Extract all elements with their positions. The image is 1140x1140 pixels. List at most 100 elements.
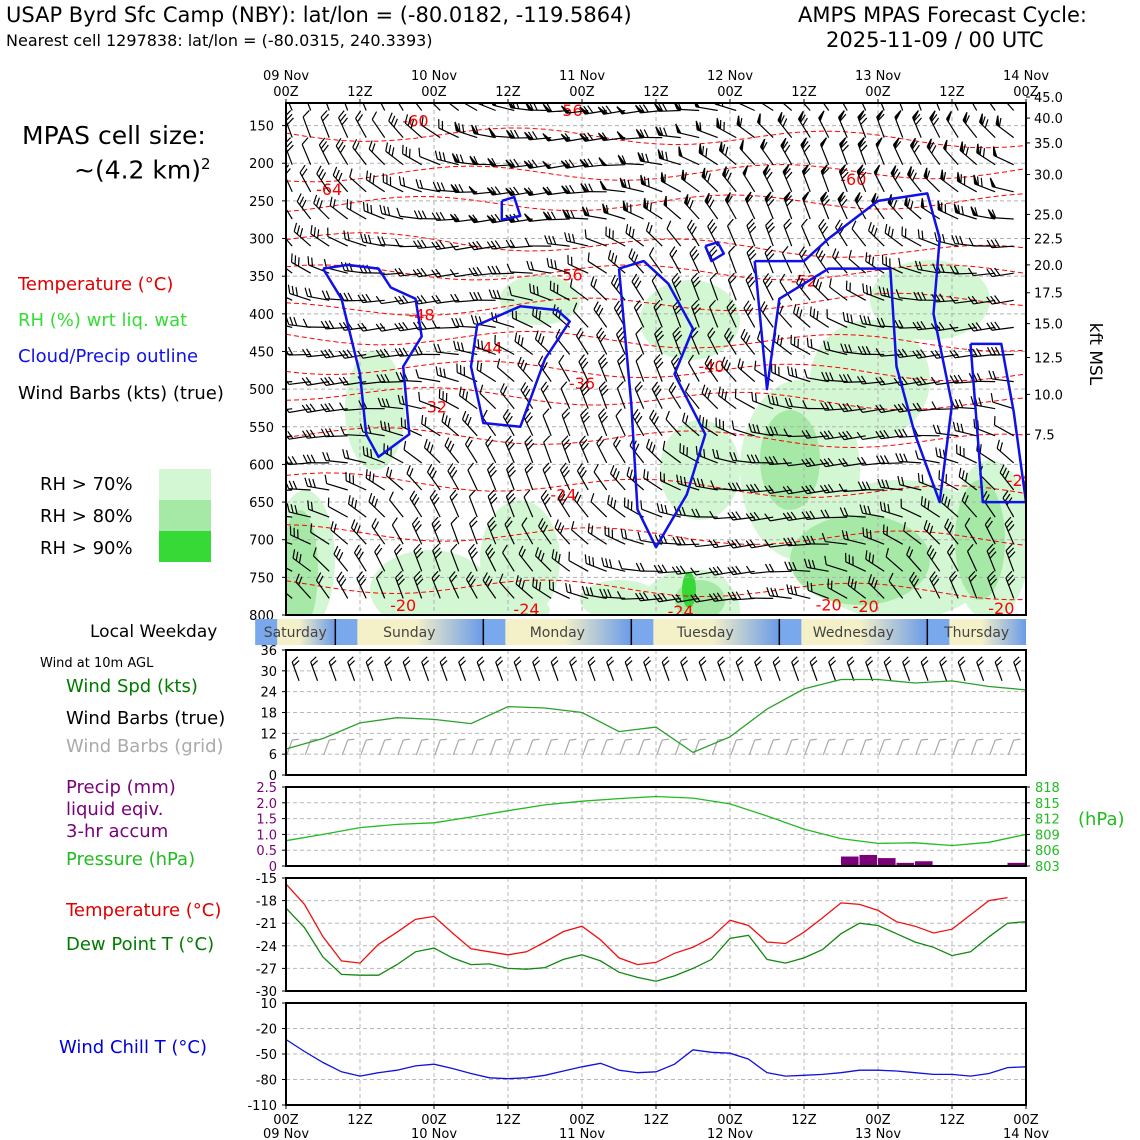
wind-barb: [321, 290, 348, 301]
wind-barb: [949, 570, 959, 599]
wind-barb: [482, 572, 497, 599]
wind-barb: [681, 412, 700, 437]
pressure-tick-label: 200: [249, 157, 274, 172]
wind-barb: [986, 321, 1014, 331]
wind-barb: [893, 403, 922, 413]
date-tick-label: 11 Nov: [559, 69, 605, 84]
legend-barbs: Wind Barbs (kts) (true): [18, 383, 224, 404]
wind-barb: [431, 516, 442, 545]
wind-barb: [616, 591, 644, 600]
wind-barb: [494, 334, 515, 356]
wind-barb: [469, 291, 496, 301]
pressure-tick-label: 806: [1035, 844, 1060, 859]
wind-barb: [958, 467, 978, 491]
wind-barb: [584, 229, 607, 247]
wind-barb: [999, 464, 1015, 491]
wind-barb: [569, 278, 589, 301]
wind-barb: [540, 381, 552, 409]
pressure-tick-label: 150: [249, 120, 274, 135]
wind-barb: [450, 543, 460, 572]
wind-barb: [829, 278, 848, 301]
wind-barb: [579, 381, 590, 409]
weekday-name: Sunday: [383, 625, 435, 641]
wind-barb: [379, 204, 404, 220]
wind-barb: [431, 320, 459, 329]
wind-barb-grid: [730, 738, 743, 756]
wind-barb: [421, 414, 441, 437]
wind-barb-grid: [952, 738, 965, 756]
wind-barb: [857, 110, 868, 138]
wind-barb: [653, 354, 664, 382]
y-tick-label: 10: [260, 997, 277, 1012]
wind-barb-true: [902, 656, 911, 681]
temperature-line: [285, 883, 1008, 966]
wind-barb: [781, 245, 793, 274]
wind-barb: [867, 221, 885, 247]
wind-barb: [988, 370, 1014, 383]
wind-barb: [286, 408, 293, 413]
wind-barb: [394, 321, 422, 332]
cross-section-content: -60-56-64-60-56-52-48-44-40-36-32-24-28-…: [286, 103, 1026, 621]
wind-barb: [671, 272, 682, 301]
wind-barb: [391, 517, 404, 545]
wind-barb: [903, 521, 922, 545]
wind-barb: [521, 517, 534, 545]
wind-barb: [901, 226, 922, 247]
weekday-segment: [631, 619, 780, 645]
wind-barb: [346, 199, 367, 220]
wind-barb: [487, 489, 498, 518]
wind-barb: [362, 446, 385, 464]
wind-barb: [454, 121, 478, 139]
wind-barb: [914, 450, 940, 464]
wind-barb: [616, 381, 626, 409]
height-tick-label: 12.5: [1034, 351, 1063, 366]
wind-barb: [362, 201, 385, 220]
pressure-tick-label: 815: [1035, 797, 1060, 812]
wind-barb: [987, 208, 1014, 220]
wind-barb: [801, 429, 829, 439]
wind-barb: [565, 582, 589, 599]
wind-barb: [340, 426, 367, 437]
wind-barb: [744, 191, 756, 220]
label-wind-barbs-grid: Wind Barbs (grid): [66, 736, 224, 757]
wind-barb: [920, 496, 941, 518]
wind-barb: [949, 323, 977, 332]
wind-barb: [350, 519, 367, 545]
wind-barb: [855, 103, 867, 111]
wind-barb: [330, 521, 349, 545]
wind-barb: [837, 110, 848, 138]
wind-barb: [856, 375, 885, 385]
precip-bar: [859, 854, 878, 866]
wind-barb: [597, 354, 608, 382]
wind-barb: [786, 584, 811, 599]
wind-barb: [413, 570, 424, 599]
wind-barb: [643, 197, 663, 220]
wind-barb: [748, 423, 774, 437]
wind-barb: [444, 437, 460, 464]
temperature-contour-label: -24: [668, 602, 694, 621]
precip-bar: [915, 861, 933, 866]
wind-barb-true: [587, 656, 596, 681]
wind-barb: [659, 471, 681, 491]
temperature-contour-label: -20: [816, 595, 842, 614]
wind-barb: [613, 436, 626, 464]
wind-barb: [888, 572, 904, 599]
wind-barb: [579, 435, 589, 464]
wind-barb: [375, 295, 404, 305]
wind-barb: [698, 143, 719, 166]
label-precip-3: 3-hr accum: [66, 821, 169, 842]
cloud-outline: [969, 342, 1026, 504]
wind-barb: [946, 544, 959, 572]
wind-barb-grid: [378, 738, 392, 756]
wind-barb: [894, 110, 904, 138]
wind-barb: [561, 184, 589, 195]
wind-barb-true: [828, 656, 837, 681]
wind-barb: [504, 516, 515, 545]
wind-barb-true: [754, 656, 763, 681]
hour-tick-label: 12Z: [939, 1113, 965, 1128]
wind-barb: [818, 218, 830, 247]
wind-barb-true: [532, 656, 541, 681]
panel-frame: [285, 786, 1027, 867]
wind-barb-true: [624, 656, 633, 681]
